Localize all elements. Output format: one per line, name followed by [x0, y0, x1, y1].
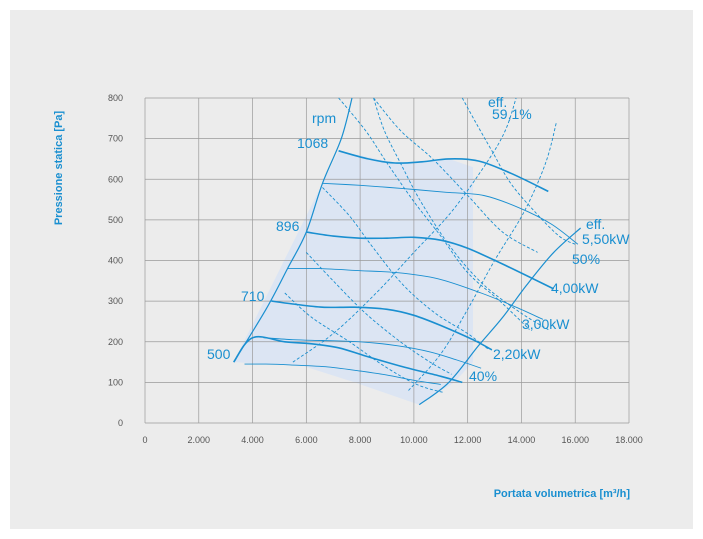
rpm-curve: [271, 300, 493, 351]
max-boundary-line: [418, 227, 582, 406]
efficiency-right-label: eff.: [586, 216, 605, 232]
rpm-500-label: 500: [207, 346, 231, 362]
system-curve: [373, 97, 549, 330]
rpm-1068-label: 1068: [297, 135, 328, 151]
efficiency-top-label: eff.: [488, 94, 507, 110]
x-tick-label: 18.000: [615, 435, 643, 445]
efficiency-line: [322, 187, 490, 351]
system-curve: [461, 97, 576, 245]
y-tick-label: 300: [108, 296, 123, 306]
operating-area: [233, 150, 473, 405]
power-3-00kw-label: 3,00kW: [522, 316, 570, 332]
min-boundary-line: [233, 97, 353, 363]
y-tick-label: 200: [108, 337, 123, 347]
y-tick-label: 100: [108, 377, 123, 387]
efficiency-line: [284, 292, 444, 393]
power-curve: [322, 182, 579, 245]
x-tick-label: 0: [142, 435, 147, 445]
efficiency-top-value: 59,1%: [492, 106, 532, 122]
y-tick-label: 700: [108, 134, 123, 144]
power-5-50kw-label: 5,50kW: [582, 231, 630, 247]
rpm-896-label: 896: [276, 218, 300, 234]
y-tick-label: 400: [108, 256, 123, 266]
x-tick-label: 2.000: [188, 435, 211, 445]
x-tick-label: 6.000: [295, 435, 318, 445]
efficiency-line: [305, 252, 452, 375]
x-tick-label: 4.000: [241, 435, 264, 445]
y-tick-label: 0: [118, 418, 123, 428]
x-tick-label: 12.000: [454, 435, 482, 445]
y-tick-label: 500: [108, 215, 123, 225]
x-tick-label: 10.000: [400, 435, 428, 445]
rpm-curve: [306, 231, 555, 290]
power-curve: [244, 363, 441, 385]
efficiency-line: [373, 97, 538, 253]
curve-layer: [233, 97, 582, 406]
efficiency-40-label: 40%: [469, 368, 497, 384]
power-4-00kw-label: 4,00kW: [551, 280, 599, 296]
efficiency-50-label: 50%: [572, 251, 600, 267]
system-curve: [292, 97, 517, 363]
rpm-curve: [233, 335, 463, 384]
power-curve: [287, 268, 544, 320]
rpm-710-label: 710: [241, 288, 265, 304]
rpm-curve: [338, 150, 549, 193]
tick-layer: 0 2.000 4.000 6.000 8.000 10.000 12.000 14.000 1…: [108, 93, 643, 445]
power-curve: [263, 337, 482, 369]
grid-layer: [144, 97, 630, 424]
x-tick-label: 14.000: [508, 435, 536, 445]
rpm-label: rpm: [312, 110, 336, 126]
x-tick-label: 8.000: [349, 435, 372, 445]
y-tick-label: 800: [108, 93, 123, 103]
x-tick-label: 16.000: [561, 435, 589, 445]
y-tick-label: 600: [108, 174, 123, 184]
efficiency-line: [338, 97, 530, 330]
power-2-20kw-label: 2,20kW: [493, 346, 541, 362]
x-axis-title: Portata volumetrica [m³/h]: [494, 488, 631, 500]
y-axis-title: Pressione statica [Pa]: [53, 111, 65, 226]
